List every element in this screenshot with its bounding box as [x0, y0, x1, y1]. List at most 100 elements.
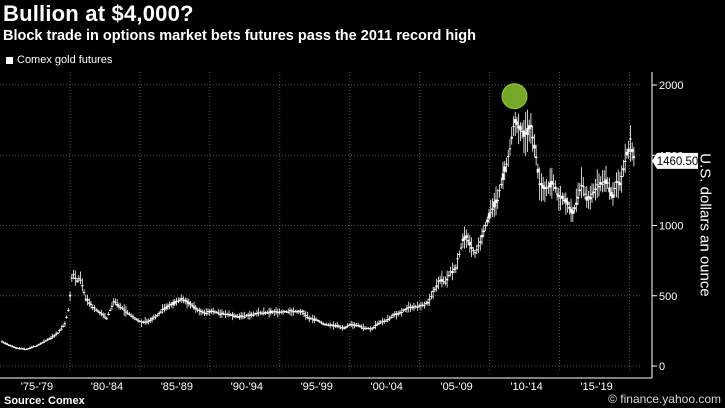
price-bar-body [526, 127, 529, 136]
price-bar-body [40, 342, 44, 344]
price-bar-body [590, 193, 594, 195]
price-bar-body [77, 278, 81, 280]
price-bar-body [121, 307, 124, 309]
price-bar-body [475, 249, 479, 251]
price-bar-body [47, 338, 51, 340]
price-bar-body [362, 327, 365, 329]
price-bar-body [23, 348, 26, 350]
price-bar-body [342, 327, 346, 329]
price-bar-body [615, 181, 618, 183]
price-bar-body [428, 298, 431, 300]
price-bar-body [323, 323, 327, 325]
price-bar-body [466, 239, 470, 242]
price-bar-body [13, 346, 16, 348]
price-bar-body [161, 308, 164, 310]
price-bar-body [285, 311, 288, 313]
y-tick-label-1000: 1000 [659, 221, 683, 233]
price-bar-body [189, 303, 192, 305]
price-bar-body [102, 314, 105, 316]
price-bar-body [250, 313, 253, 315]
price-bar-body [281, 311, 285, 313]
price-bar-body [154, 316, 157, 318]
price-bar-body [416, 306, 419, 308]
price-bar-body [395, 313, 398, 316]
price-bar-body [623, 160, 627, 162]
y-axis-label: U.S. dollars an ounce [696, 153, 714, 297]
price-bar-body [507, 156, 510, 158]
price-bar-body [534, 156, 538, 159]
price-bar-body [187, 301, 190, 305]
price-bar-body [61, 325, 65, 327]
price-bar-body [205, 313, 208, 315]
price-bar-body [2, 342, 5, 344]
price-bar-body [500, 184, 503, 186]
price-bar-body [348, 324, 351, 326]
price-bar-body [60, 328, 63, 330]
price-bar-body [182, 299, 185, 301]
price-bar-body [514, 119, 517, 123]
price-bar-body [559, 196, 562, 198]
price-bar-body [328, 324, 332, 326]
price-bar-body [404, 309, 407, 311]
x-tick-label-4: '95-'99 [301, 381, 333, 393]
price-bar-body [566, 201, 569, 205]
price-bar-body [576, 196, 580, 199]
price-bar-body [238, 315, 241, 318]
price-bar-body [142, 321, 145, 323]
price-bar-body [315, 319, 318, 321]
price-bar-body [393, 313, 396, 315]
price-bar-body [98, 311, 101, 314]
price-bar-body [456, 258, 459, 260]
price-bar-body [344, 326, 348, 328]
price-bar-body [260, 312, 264, 314]
price-bar-body [217, 312, 220, 314]
price-bar-body [42, 341, 46, 343]
price-bar-body [51, 336, 54, 338]
price-bar-body [458, 254, 461, 256]
price-bar-body [454, 267, 458, 269]
price-bar-body [21, 348, 25, 350]
price-bar-body [407, 307, 410, 309]
price-bar-body [149, 319, 152, 321]
chart-title: Bullion at $4,000? [3, 1, 194, 26]
price-bar-body [49, 337, 53, 339]
price-bar-body [311, 318, 314, 320]
price-bar-body [353, 324, 356, 326]
price-bar-body [105, 318, 108, 320]
price-bar-body [227, 313, 231, 315]
price-bar-body [33, 345, 37, 347]
price-bar-body [318, 321, 321, 323]
price-bar-body [487, 213, 491, 219]
price-bar-body [493, 201, 496, 208]
price-bar-body [519, 126, 522, 131]
price-bar-body [369, 328, 372, 330]
price-bar-body [203, 312, 206, 314]
x-axis: '75-'79 '80-'84 '85-'89 '90-'94 '95-'99 '00-'… [0, 377, 652, 393]
price-bar-body [524, 132, 527, 134]
price-bar-body [508, 148, 512, 150]
price-bar-body [280, 311, 283, 313]
price-bar-body [82, 291, 86, 293]
price-bar-body [606, 182, 609, 184]
price-bar-body [278, 311, 281, 313]
price-bar-body [304, 315, 307, 317]
price-bar-body [295, 311, 299, 313]
price-bar-body [218, 314, 222, 316]
price-bar-body [262, 312, 266, 314]
price-bar-body [447, 274, 451, 276]
price-bar-body [229, 314, 232, 316]
price-bar-body [157, 312, 161, 314]
price-bar-body [384, 320, 388, 322]
legend-entry-comex-gold: Comex gold futures [17, 54, 113, 66]
price-bar-body [239, 315, 243, 317]
price-bar-body [486, 219, 489, 223]
price-bar-body [430, 296, 433, 298]
price-bar-body [46, 339, 49, 341]
price-bar-body [65, 316, 68, 318]
price-bar-body [431, 290, 435, 292]
price-bar-body [140, 321, 143, 323]
price-bar-body [215, 311, 218, 313]
price-bar-body [444, 282, 447, 284]
price-bar-body [299, 311, 302, 313]
